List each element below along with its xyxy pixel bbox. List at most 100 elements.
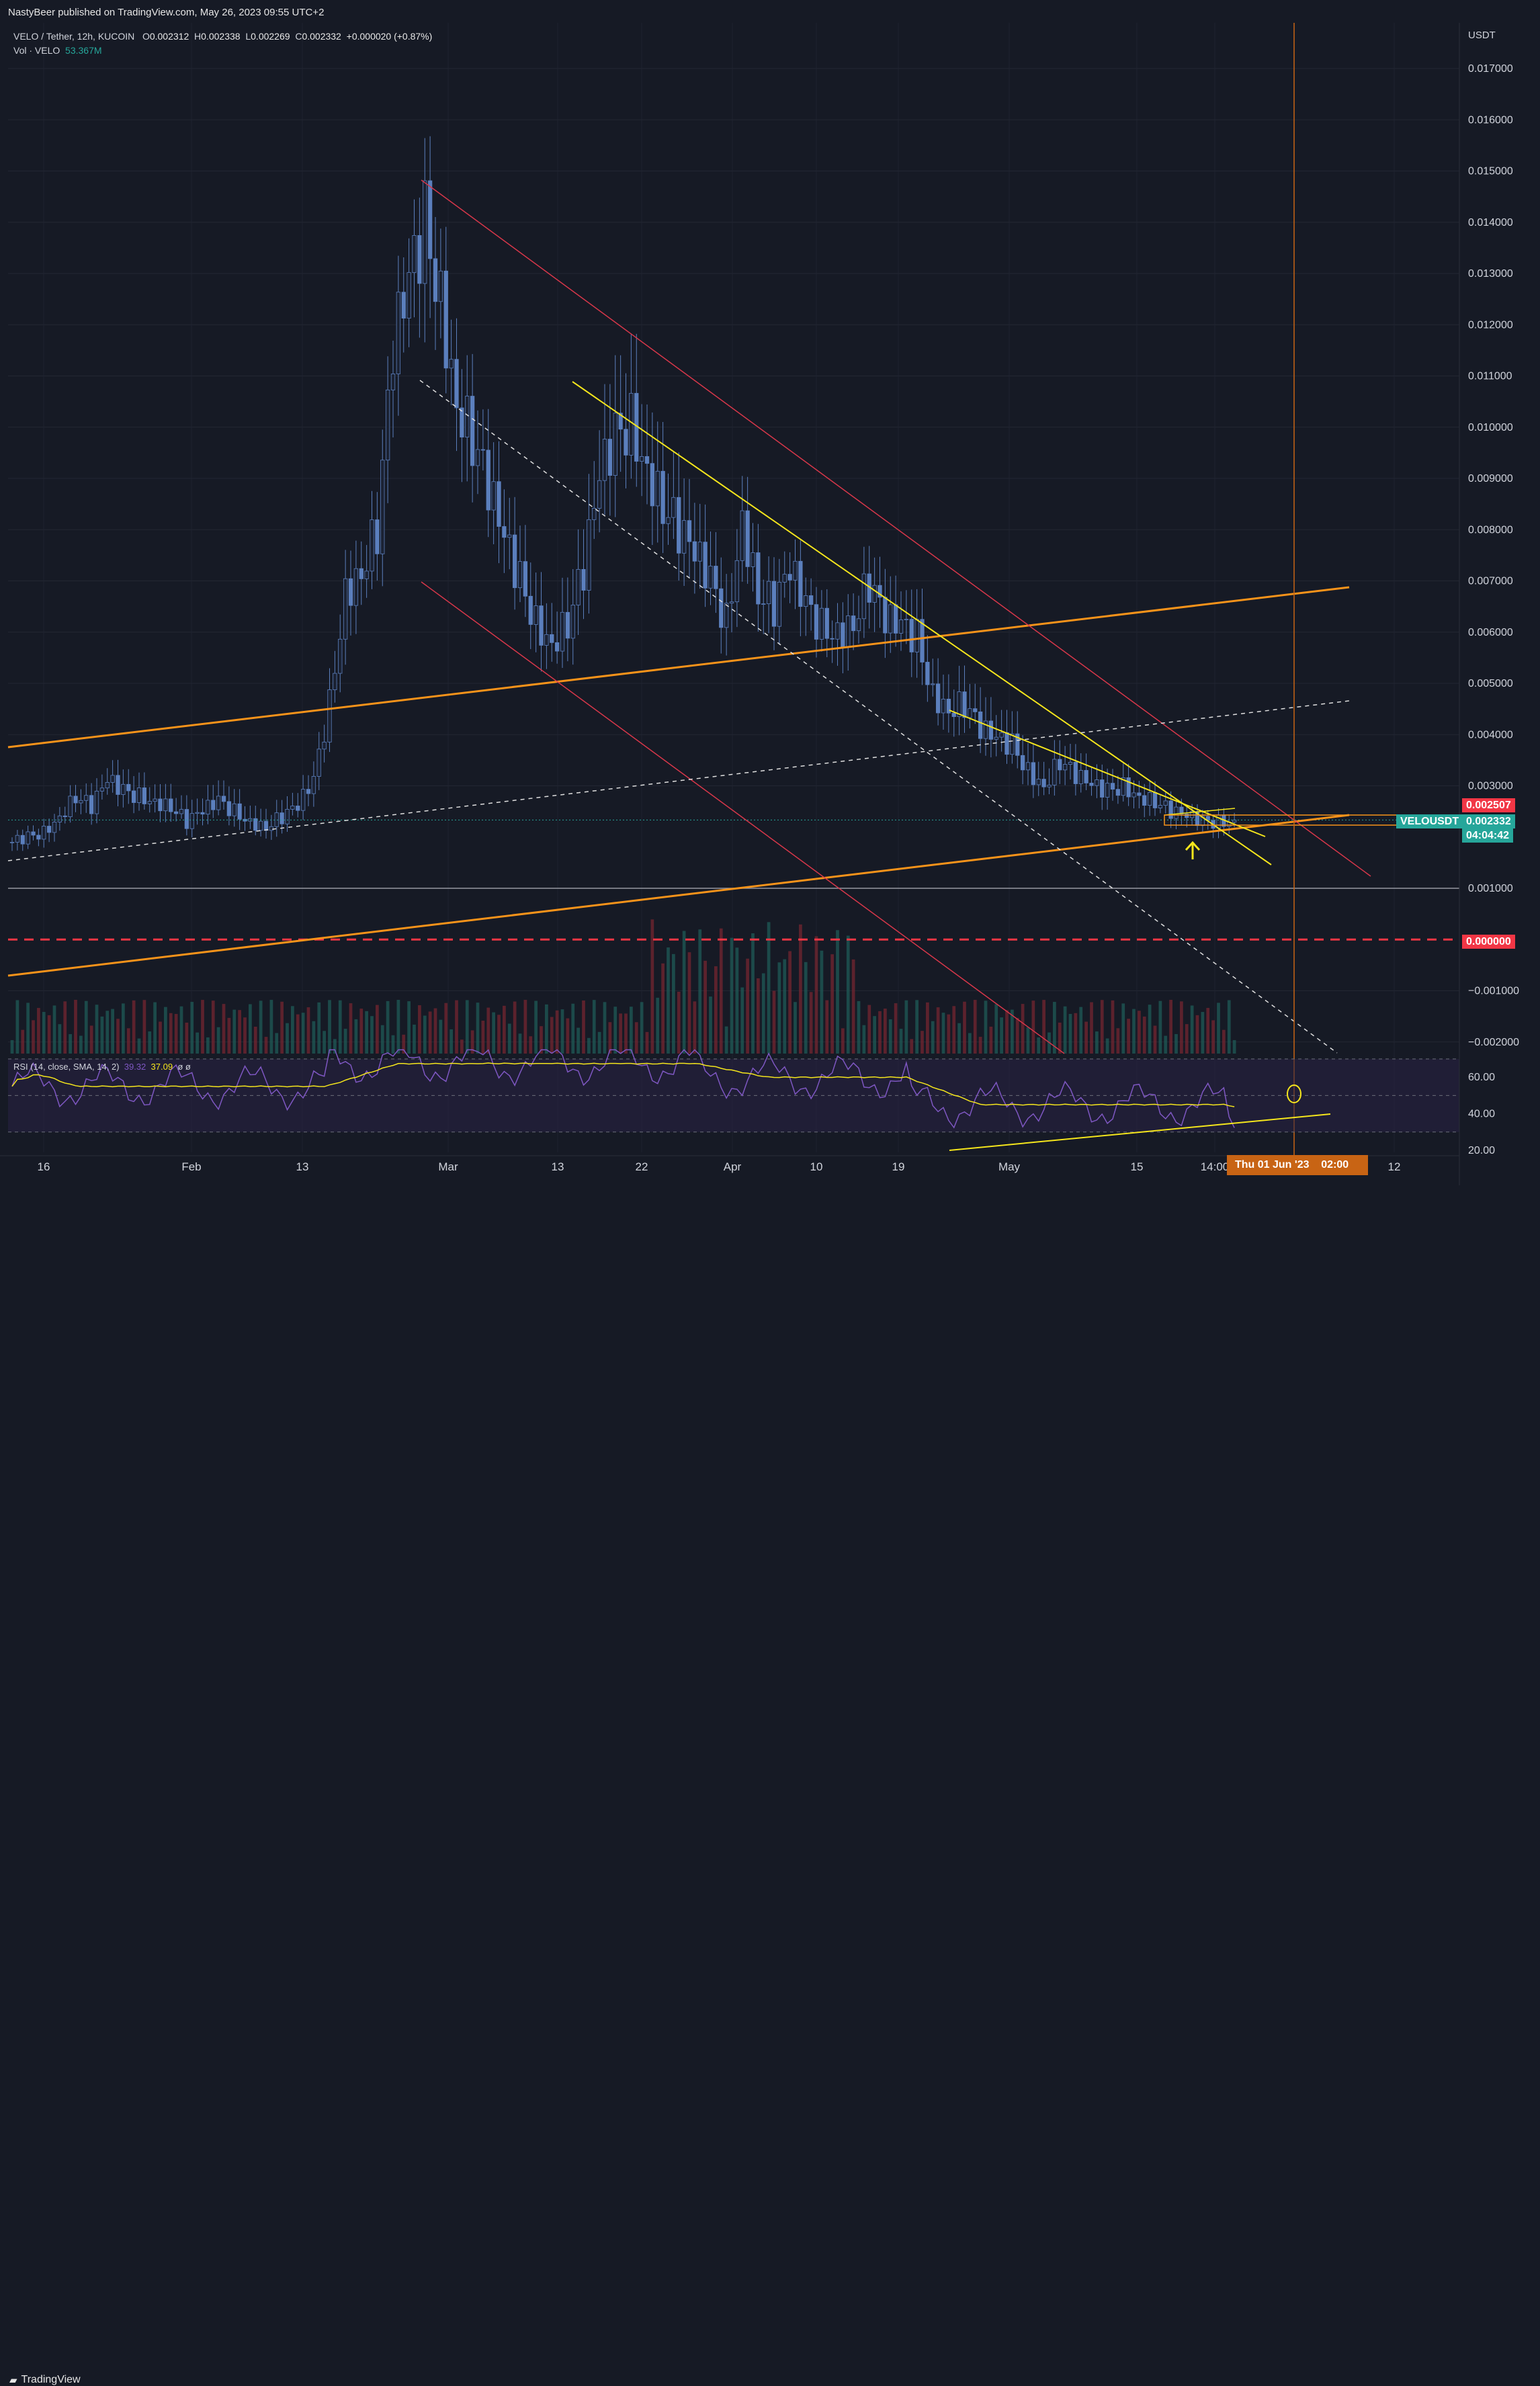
volume-bar [899, 1029, 903, 1054]
candle-body [142, 787, 147, 804]
candle-body [84, 795, 89, 801]
volume-bar [640, 1002, 644, 1054]
volume-bar [359, 1009, 363, 1054]
low-label: L [245, 31, 251, 42]
volume-bar [253, 1027, 257, 1054]
candle-body [438, 270, 443, 302]
volume-bar [703, 960, 707, 1054]
candle-body [576, 568, 581, 605]
candle-body [1158, 805, 1163, 808]
volume-bar [814, 936, 818, 1054]
candle-body [110, 775, 115, 783]
price-tick-label: 0.014000 [1468, 217, 1513, 228]
volume-bar [1100, 1000, 1104, 1054]
volume-bar [555, 1010, 559, 1054]
volume-bar [111, 1009, 114, 1054]
candle-body [1047, 784, 1052, 787]
volume-bar [211, 1000, 215, 1054]
volume-bar [465, 1000, 469, 1054]
candle-body [517, 561, 523, 589]
candle-body [1147, 792, 1152, 806]
price-chart[interactable]: 0.017000 0.016000 0.015000 0.014000 0.013000… [0, 23, 1540, 1185]
candle-body [1095, 779, 1099, 786]
volume-bar [63, 1001, 67, 1054]
candle-body [920, 619, 925, 663]
volume-bar [582, 1000, 585, 1054]
volume-bar [788, 951, 792, 1054]
volume-bar [1031, 1000, 1035, 1054]
rsi-label: RSI (14, close, SMA, 14, 2) [13, 1062, 120, 1072]
candle-body [560, 611, 565, 652]
last-price-badge: 0.002332 [1462, 814, 1515, 828]
volume-bar [439, 1019, 443, 1054]
volume-bar [936, 1007, 940, 1054]
volume-bar [333, 1039, 337, 1054]
price-tick-label: 0.017000 [1468, 63, 1513, 75]
volume-bar [1227, 1000, 1231, 1054]
candle-body [1100, 779, 1105, 798]
candle-body [15, 835, 20, 843]
volume-bar [370, 1016, 374, 1054]
time-tick-label: 19 [892, 1160, 905, 1173]
price-tick-label: −0.002000 [1468, 1037, 1519, 1048]
candle-body [787, 574, 792, 581]
tradingview-brand[interactable]: ▰ TradingView [9, 2374, 81, 2386]
rsi-trendline [949, 1113, 1331, 1151]
candle-body [1121, 777, 1125, 796]
time-tick-label: 12 [1388, 1160, 1401, 1173]
candle-body [539, 605, 544, 646]
candle-body [322, 741, 327, 750]
candle-body [89, 795, 94, 814]
candle-body [200, 812, 205, 815]
volume-bar [682, 931, 686, 1054]
volume-bar [418, 1005, 421, 1054]
candle-body [9, 841, 15, 843]
candle-body [946, 699, 951, 714]
candle-body [46, 826, 52, 833]
time-tick-label: 14:00 [1201, 1160, 1230, 1173]
candle-body [999, 732, 1004, 738]
candle-body [994, 736, 998, 740]
rsi-sma-value: 37.09 [151, 1062, 173, 1072]
volume-bar [58, 1024, 62, 1054]
volume-bar [1164, 1035, 1168, 1054]
volume-bar [306, 1007, 310, 1054]
candle-body [941, 699, 946, 714]
candle-body [116, 775, 120, 795]
volume-bar [619, 1013, 622, 1054]
candle-body [729, 601, 734, 604]
candle-body [1084, 770, 1088, 783]
volume-bar [89, 1025, 93, 1054]
volume-bar [222, 1004, 226, 1054]
volume-bar [317, 1002, 321, 1054]
volume-bar [963, 1001, 966, 1054]
volume-bar [52, 1005, 56, 1054]
volume-bar [650, 919, 654, 1054]
price-tick-label: 0.010000 [1468, 422, 1513, 433]
candle-body [1137, 792, 1142, 796]
candle-body [697, 542, 702, 562]
volume-bar [989, 1026, 993, 1054]
red-price-badge: 0.002507 [1462, 798, 1515, 812]
volume-bar [523, 1000, 527, 1054]
volume-bar [634, 1022, 638, 1054]
volume-bar [804, 962, 808, 1054]
volume-bar [179, 1006, 183, 1054]
volume-bar [645, 1031, 649, 1054]
volume-bar [656, 997, 660, 1054]
candle-body [94, 790, 99, 814]
candle-body [1179, 806, 1184, 814]
footer: ▰ TradingView [0, 1185, 1540, 2386]
candle-body [348, 578, 353, 606]
volume-bar [513, 1001, 517, 1054]
volume-bar [1090, 1002, 1093, 1054]
volume-bar [116, 1019, 120, 1054]
candle-body [460, 407, 464, 437]
volume-bar [497, 1015, 501, 1054]
volume-bar [894, 1003, 898, 1054]
volume-bar [216, 1027, 220, 1054]
volume-bar [185, 1022, 189, 1054]
zero-price-badge: 0.000000 [1462, 935, 1515, 949]
candle-body [719, 588, 724, 628]
volume-bar [667, 947, 670, 1054]
